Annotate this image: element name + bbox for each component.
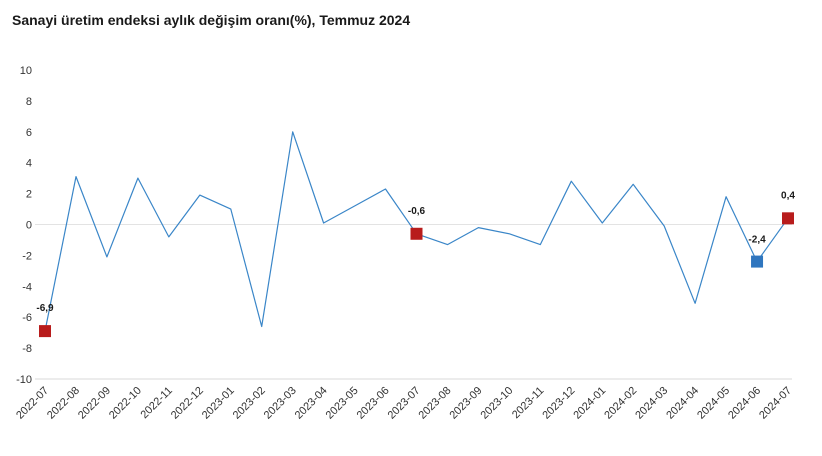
chart-title: Sanayi üretim endeksi aylık değişim oran… — [12, 12, 411, 28]
y-tick-label: -8 — [22, 343, 32, 355]
x-tick-label: 2024-06 — [726, 385, 763, 422]
y-tick-label: 10 — [20, 65, 32, 77]
highlight-marker — [410, 227, 423, 240]
x-tick-label: 2023-07 — [386, 385, 423, 422]
y-tick-label: 4 — [26, 158, 32, 170]
y-tick-label: -2 — [22, 250, 32, 262]
x-tick-label: 2023-02 — [231, 385, 268, 422]
x-tick-label: 2023-12 — [540, 385, 577, 422]
y-tick-label: -4 — [22, 281, 32, 293]
data-label: -2,4 — [748, 235, 766, 246]
y-tick-label: 8 — [26, 96, 32, 108]
y-tick-label: -10 — [16, 374, 32, 386]
x-tick-label: 2022-11 — [138, 385, 174, 421]
x-tick-label: 2023-11 — [510, 385, 546, 421]
y-tick-label: 6 — [26, 127, 32, 139]
x-tick-label: 2022-07 — [14, 385, 51, 422]
x-tick-label: 2022-10 — [107, 385, 144, 422]
x-tick-label: 2024-01 — [571, 385, 608, 422]
x-tick-label: 2024-05 — [695, 385, 732, 422]
x-tick-label: 2023-05 — [324, 385, 361, 422]
x-tick-label: 2023-04 — [293, 385, 330, 422]
data-label: -6,9 — [36, 303, 54, 314]
x-tick-label: 2022-12 — [169, 385, 206, 422]
x-tick-label: 2022-09 — [76, 385, 113, 422]
x-tick-label: 2023-10 — [478, 385, 515, 422]
y-tick-label: 0 — [26, 220, 32, 232]
data-label: -0,6 — [408, 206, 426, 217]
x-tick-label: 2024-02 — [602, 385, 639, 422]
y-tick-label: 2 — [26, 189, 32, 201]
x-tick-label: 2024-07 — [757, 385, 794, 422]
y-tick-label: -6 — [22, 312, 32, 324]
highlight-marker — [39, 325, 51, 338]
highlight-marker — [751, 255, 764, 268]
data-label: 0,4 — [781, 190, 795, 201]
x-tick-label: 2023-06 — [355, 385, 392, 422]
x-tick-label: 2024-04 — [664, 385, 701, 422]
x-tick-label: 2023-09 — [448, 385, 485, 422]
x-tick-label: 2023-01 — [200, 385, 237, 422]
x-tick-label: 2023-03 — [262, 385, 299, 422]
highlight-marker — [782, 212, 794, 225]
x-tick-label: 2023-08 — [417, 385, 454, 422]
x-tick-label: 2022-08 — [45, 385, 82, 422]
x-tick-label: 2024-03 — [633, 385, 670, 422]
